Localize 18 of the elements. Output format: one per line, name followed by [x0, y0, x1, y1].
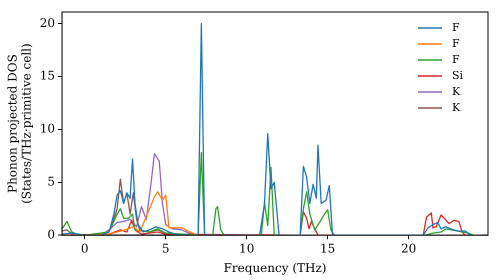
legend-label: K	[452, 100, 461, 114]
x-tick-label: 20	[401, 242, 416, 256]
y-tick-label: 10	[40, 122, 56, 136]
y-tick-label: 0	[47, 227, 56, 242]
legend-label: F	[452, 36, 460, 50]
legend-label: K	[452, 84, 461, 98]
x-tick-label: 15	[320, 242, 336, 256]
legend-label: Si	[452, 68, 464, 82]
y-tick-label: 20	[40, 16, 56, 30]
y-tick-label: 15	[40, 68, 56, 83]
y-axis-title: Phonon projected DOS (States/THz·primitive cell)	[5, 43, 34, 204]
y-tick-label: 5	[47, 174, 56, 188]
x-tick-label: 10	[239, 242, 254, 256]
x-axis-title: Frequency (THz)	[224, 260, 326, 275]
legend-label: F	[452, 52, 460, 66]
x-tick-label: 5	[162, 242, 170, 256]
x-tick-label: 0	[80, 242, 89, 256]
legend-label: F	[452, 20, 460, 34]
